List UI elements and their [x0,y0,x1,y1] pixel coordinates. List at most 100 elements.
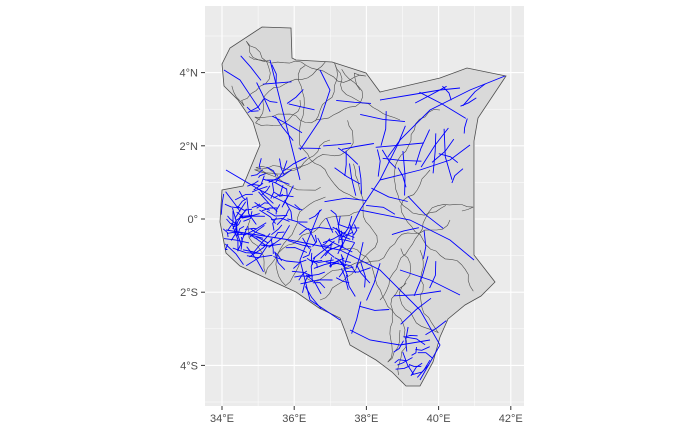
road-segment [242,249,263,255]
road-segment [246,106,259,112]
trunk-road [379,87,461,101]
road-segment [232,207,238,234]
county-boundary [314,62,401,122]
trunk-road [225,229,441,381]
road-segment [286,89,304,104]
county-boundary [254,69,363,124]
road-segment [302,248,312,259]
road-segment [395,365,411,370]
road-segment [246,197,257,225]
county-boundary [400,169,474,292]
road-segment [344,150,347,177]
road-segment [376,149,381,177]
road-segment [273,184,284,199]
road-segment [271,224,283,236]
county-boundary [248,56,366,91]
road-segment [324,197,367,203]
road-segment [366,204,396,215]
road-segment [240,226,249,250]
x-axis-labels: 34°E 36°E 38°E 40°E 42°E [210,413,523,425]
road-segment [245,244,268,267]
road-segment [258,191,278,212]
trunk-road [269,59,301,181]
y-axis-labels: 4°N 2°N 0° 2°S 4°S [180,68,199,373]
road-segment [251,203,261,209]
road-segment [224,203,239,209]
road-segment [394,359,407,364]
trunk-road [299,209,341,321]
road-segment [283,156,307,172]
road-segment [407,195,444,229]
road-segment [239,209,247,220]
road-segment [351,301,362,334]
road-segment [410,362,423,377]
road-segment [391,227,419,236]
road-segment [284,199,293,220]
road-segment [330,209,339,225]
road-segment [243,211,253,222]
road-segment [393,290,442,297]
y-tick-label: 0° [187,214,198,226]
road-segment [263,97,278,103]
road-segment [345,267,371,273]
trunk-road [379,144,471,181]
road-segment [320,244,341,259]
road-segment [256,202,269,209]
road-segment [298,270,308,281]
road-segment [340,215,353,240]
road-segment [358,165,362,195]
road-segment [240,55,262,81]
road-segment [443,128,453,180]
road-segment [294,204,303,211]
road-segment [287,240,312,248]
road-segment [429,261,437,289]
x-tick-label: 34°E [210,413,234,425]
x-tick-label: 36°E [282,413,306,425]
road-segment [223,238,250,244]
road-segment [259,209,276,224]
county-boundary [275,211,361,287]
road-segment [353,224,358,236]
road-segment [405,326,409,352]
road-segment [397,357,413,366]
road-segment [234,193,253,201]
road-segment [312,282,326,289]
road-segment [233,220,242,228]
road-segment [360,261,366,288]
trunk-road [399,269,461,296]
road-segment [305,274,322,295]
road-segment [371,187,408,202]
road-segment [275,160,288,183]
county-boundary [379,204,474,301]
road-segment [273,256,301,263]
road-segment [227,215,239,227]
road-segment [419,91,467,119]
road-segment [339,259,346,269]
road-segment [344,242,355,264]
road-segment [335,227,351,240]
road-segment [425,320,447,336]
road-segment [334,230,340,244]
axis-ticks [201,72,512,410]
road-segment [310,256,316,282]
trunk-road [349,329,431,346]
road-segment [422,230,427,259]
y-tick-label: 2°S [180,287,198,299]
county-boundary [255,61,326,126]
road-segment [249,238,273,258]
road-segment [275,116,294,141]
road-segment [432,133,437,174]
road-segment [403,336,426,346]
road-segment [337,147,359,165]
county-boundaries [231,41,474,376]
road-segment [323,243,333,247]
road-segment [334,257,345,268]
road-segment [234,201,247,219]
road-segment [400,297,432,325]
road-segment [237,205,253,211]
road-segment [270,238,274,254]
road-segment [275,204,281,215]
road-segment [463,118,468,134]
road-segment [266,166,277,177]
road-segment [360,113,406,123]
